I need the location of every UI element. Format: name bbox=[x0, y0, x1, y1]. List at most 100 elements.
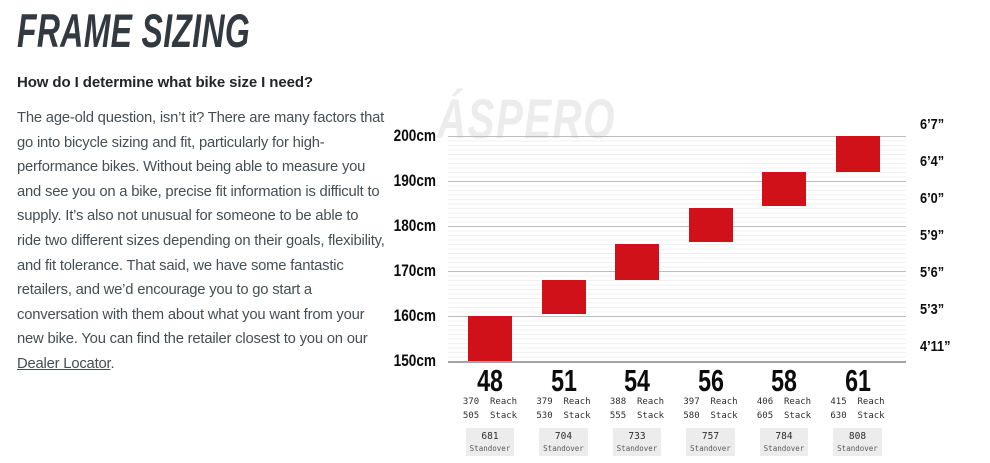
page-title: FRAME SIZING bbox=[17, 4, 251, 57]
stack-label: Stack bbox=[563, 410, 591, 421]
minor-gridlines bbox=[448, 136, 906, 362]
y-axis-label-left-190cm: 190cm bbox=[385, 172, 436, 190]
reach-row: 370 Reach bbox=[453, 396, 527, 410]
stack-value: 580 bbox=[683, 410, 700, 421]
tick-unit: cm bbox=[416, 306, 436, 325]
stack-row: 605 Stack bbox=[747, 410, 821, 424]
standover-label: Standover bbox=[617, 444, 658, 453]
stack-label: Stack bbox=[637, 410, 665, 421]
standover-word: Standover bbox=[469, 444, 511, 453]
stack-value: 505 bbox=[462, 410, 480, 421]
tick-value: 190 bbox=[393, 171, 417, 190]
intro-question: How do I determine what bike size I need… bbox=[17, 74, 313, 91]
y-axis-label-right-6: 5’3” bbox=[920, 302, 944, 318]
size-bar-51 bbox=[541, 280, 586, 314]
y-axis-label-left-170cm: 170cm bbox=[385, 262, 436, 280]
y-axis-label-left-200cm: 200cm bbox=[385, 127, 436, 145]
stack-value: 555 bbox=[609, 410, 627, 421]
size-column-54: 54 388 Reach 555 Stack 733 Standover bbox=[600, 363, 674, 456]
standover-number: 808 bbox=[848, 431, 867, 442]
standover-value: 757 bbox=[690, 431, 731, 442]
tick-value: 200 bbox=[393, 126, 417, 145]
stack-row: 505 Stack bbox=[453, 410, 527, 424]
stack-row: 555 Stack bbox=[600, 410, 674, 424]
stack-label: Stack bbox=[857, 410, 885, 421]
y-axis-label-right-4: 5’9” bbox=[920, 228, 944, 244]
standover-number: 757 bbox=[701, 431, 720, 442]
gridline-200cm bbox=[448, 136, 906, 137]
standover-value: 681 bbox=[470, 431, 511, 442]
size-bar-54 bbox=[615, 244, 659, 280]
size-bar-56 bbox=[688, 208, 733, 242]
reach-row: 415 Reach bbox=[821, 396, 895, 410]
tick-unit: cm bbox=[416, 351, 436, 370]
tick-value: 150 bbox=[393, 351, 417, 370]
reach-value: 388 bbox=[609, 397, 627, 407]
tick-value: 180 bbox=[393, 216, 417, 235]
stack-label: Stack bbox=[784, 410, 812, 421]
y-axis-label-left-150cm: 150cm bbox=[385, 352, 436, 370]
standover-label: Standover bbox=[764, 444, 805, 453]
tick-unit: cm bbox=[416, 261, 436, 280]
stack-row: 580 Stack bbox=[674, 410, 748, 424]
size-label-48: 48 bbox=[462, 365, 518, 396]
intro-paragraph-text: The age-old question, isn’t it? There ar… bbox=[17, 110, 385, 348]
size-bar-61 bbox=[835, 136, 880, 172]
size-value: 58 bbox=[771, 363, 797, 398]
standover-value: 808 bbox=[837, 431, 878, 442]
size-value: 51 bbox=[550, 363, 577, 398]
size-column-58: 58 406 Reach 605 Stack 784 Standover bbox=[747, 363, 821, 456]
size-value: 61 bbox=[844, 363, 871, 398]
gridline-180cm bbox=[448, 226, 906, 227]
intro-paragraph: The age-old question, isn’t it? There ar… bbox=[17, 106, 385, 377]
standover-badge: 757 Standover bbox=[686, 428, 735, 456]
tick-value: 160 bbox=[393, 306, 417, 325]
reach-value: 415 bbox=[830, 397, 847, 407]
standover-label: Standover bbox=[837, 444, 878, 453]
y-axis-label-right-7: 4’11” bbox=[920, 339, 950, 355]
reach-label: Reach bbox=[490, 397, 518, 407]
gridline-160cm bbox=[448, 316, 906, 317]
reach-row: 388 Reach bbox=[600, 396, 674, 410]
standover-badge: 681 Standover bbox=[465, 428, 515, 456]
reach-value: 370 bbox=[462, 397, 480, 407]
standover-word: Standover bbox=[543, 444, 584, 453]
y-axis-label-right-5: 5’6” bbox=[920, 265, 944, 281]
gridline-170cm bbox=[448, 271, 906, 272]
tick-value: 6’7” bbox=[920, 116, 945, 133]
standover-number: 704 bbox=[554, 431, 573, 442]
standover-word: Standover bbox=[690, 444, 731, 453]
reach-value: 397 bbox=[683, 397, 700, 407]
standover-label: Standover bbox=[690, 444, 731, 453]
tick-value: 6’4” bbox=[920, 153, 945, 170]
tick-unit: cm bbox=[416, 216, 436, 235]
size-column-61: 61 415 Reach 630 Stack 808 Standover bbox=[821, 363, 895, 456]
standover-badge: 808 Standover bbox=[833, 428, 882, 456]
y-axis-label-left-160cm: 160cm bbox=[385, 307, 436, 325]
y-axis-label-right-3: 6’0” bbox=[920, 191, 944, 207]
size-column-48: 48 370 Reach 505 Stack 681 Standover bbox=[453, 365, 527, 456]
standover-value: 733 bbox=[617, 431, 658, 442]
reach-value: 406 bbox=[756, 397, 774, 407]
standover-badge: 784 Standover bbox=[759, 428, 809, 456]
reach-label: Reach bbox=[637, 397, 665, 407]
reach-row: 406 Reach bbox=[747, 396, 821, 410]
reach-label: Reach bbox=[857, 397, 885, 407]
reach-label: Reach bbox=[563, 397, 591, 407]
intro-section: FRAME SIZING How do I determine what bik… bbox=[17, 6, 389, 377]
size-column-56: 56 397 Reach 580 Stack 757 Standover bbox=[674, 363, 748, 456]
reach-label: Reach bbox=[784, 397, 812, 407]
tick-value: 6’0” bbox=[920, 190, 945, 207]
size-label-51: 51 bbox=[536, 363, 592, 398]
stack-row: 630 Stack bbox=[821, 410, 895, 424]
size-label-56: 56 bbox=[683, 363, 739, 398]
size-value: 56 bbox=[697, 363, 724, 398]
size-value: 54 bbox=[624, 363, 650, 398]
dealer-locator-link[interactable]: Dealer Locator bbox=[17, 355, 111, 372]
stack-row: 530 Stack bbox=[527, 410, 601, 424]
standover-number: 784 bbox=[775, 431, 793, 442]
tick-unit: cm bbox=[416, 126, 436, 145]
size-bar-48 bbox=[468, 316, 512, 361]
reach-value: 379 bbox=[536, 397, 553, 407]
